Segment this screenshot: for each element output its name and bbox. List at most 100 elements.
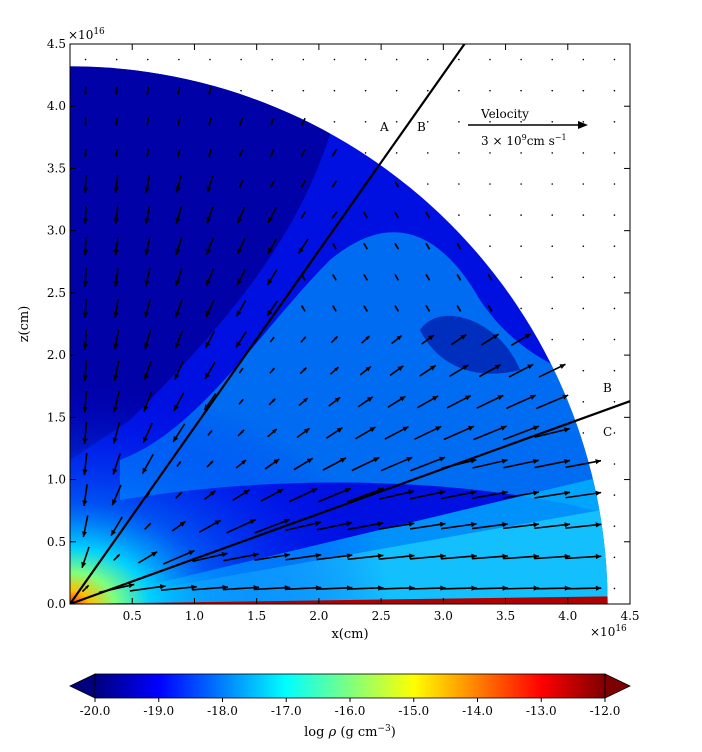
- velocity-arrow-head: [315, 520, 321, 526]
- velocity-arrow-head: [81, 531, 88, 538]
- velocity-arrow-head: [564, 490, 571, 496]
- y-tick-label: 2.5: [47, 286, 66, 300]
- velocity-arrow-head: [471, 521, 477, 528]
- velocity-arrow-head: [500, 425, 507, 431]
- velocity-arrow: [285, 586, 322, 591]
- velocity-arrow-head: [332, 243, 336, 247]
- velocity-dot: [426, 89, 429, 92]
- x-tick-label: 2.5: [372, 609, 391, 623]
- velocity-arrow: [254, 518, 291, 534]
- velocity-arrow-head: [177, 153, 180, 157]
- velocity-arrow: [191, 586, 229, 591]
- velocity-dot: [551, 276, 554, 279]
- velocity-dot: [551, 89, 554, 92]
- velocity-dot: [613, 494, 616, 496]
- velocity-arrow-head: [460, 334, 467, 340]
- velocity-arrow-head: [113, 374, 119, 381]
- density-upper-dark: [70, 66, 350, 460]
- velocity-arrow-head: [346, 521, 353, 527]
- velocity-arrow-head: [177, 122, 181, 126]
- velocity-arrow-head: [439, 456, 446, 462]
- velocity-arrow-head: [253, 552, 259, 558]
- velocity-dot: [489, 120, 491, 123]
- velocity-arrow-head: [113, 343, 119, 350]
- velocity-dot: [489, 183, 491, 185]
- colorbar-tick-label: -15.0: [398, 704, 429, 718]
- velocity-arrow-head: [277, 489, 284, 494]
- velocity-arrow-head: [267, 278, 273, 285]
- velocity-dot: [613, 58, 616, 61]
- velocity-arrow-head: [174, 404, 179, 411]
- velocity-dot: [520, 245, 522, 248]
- velocity-dot: [551, 245, 554, 248]
- y-tick-label: 3.0: [47, 224, 66, 238]
- velocity-dot: [426, 58, 429, 61]
- velocity-arrow: [409, 490, 446, 500]
- colorbar-tick-label: -20.0: [80, 704, 111, 718]
- density-core: [70, 380, 390, 604]
- velocity-arrow-head: [502, 553, 508, 559]
- velocity-arrow-head: [84, 122, 87, 126]
- velocity-arrow: [347, 586, 384, 590]
- velocity-arrow-head: [144, 280, 150, 287]
- velocity-arrow: [472, 459, 508, 469]
- velocity-arrow: [347, 522, 384, 531]
- velocity-arrow-head: [301, 184, 305, 188]
- y-tick-label: 1.0: [47, 473, 66, 487]
- velocity-arrow-head: [147, 523, 151, 527]
- velocity-arrow-head: [301, 305, 304, 309]
- velocity-dot: [458, 152, 460, 154]
- velocity-dot: [84, 58, 87, 61]
- velocity-arrow-head: [394, 243, 398, 247]
- velocity-arrow-head: [439, 521, 446, 527]
- velocity-arrow-head: [205, 341, 211, 348]
- velocity-arrow-head: [529, 395, 536, 400]
- colorbar-tick-label: -18.0: [207, 704, 238, 718]
- velocity-arrow-head: [497, 395, 504, 401]
- velocity-arrow-head: [470, 458, 477, 464]
- velocity-arrow: [471, 555, 509, 560]
- velocity-dot: [489, 89, 491, 92]
- velocity-dot: [582, 276, 585, 279]
- velocity-arrow-head: [332, 305, 336, 309]
- velocity-arrow-head: [144, 218, 150, 224]
- velocity-arrow-head: [144, 186, 150, 193]
- velocity-arrow-head: [298, 247, 304, 254]
- velocity-dot: [582, 183, 585, 185]
- velocity-arrow-head: [175, 217, 181, 224]
- velocity-arrow-head: [363, 305, 367, 309]
- velocity-arrow: [378, 522, 415, 530]
- velocity-arrow-head: [332, 153, 336, 157]
- colorbar-tick-label: -19.0: [143, 704, 174, 718]
- velocity-arrow-head: [206, 248, 212, 255]
- velocity-arrow-head: [113, 280, 119, 287]
- velocity-arrow-head: [377, 553, 384, 559]
- velocity-arrow-head: [365, 335, 370, 340]
- velocity-dot: [582, 338, 585, 341]
- velocity-arrow: [254, 553, 291, 561]
- velocity-arrow-head: [237, 217, 243, 224]
- velocity-arrow-head: [271, 368, 275, 371]
- velocity-dot: [395, 120, 398, 123]
- velocity-arrow: [473, 425, 507, 441]
- velocity-arrow-head: [112, 437, 118, 444]
- velocity-dot: [364, 120, 367, 123]
- x-tick-label: 1.0: [185, 609, 204, 623]
- velocity-dot: [489, 58, 491, 61]
- velocity-arrows: [81, 58, 616, 594]
- velocity-arrow-head: [457, 243, 460, 247]
- colorbar-tick-label: -17.0: [271, 704, 302, 718]
- velocity-dot: [613, 556, 616, 559]
- velocity-dot: [520, 89, 522, 92]
- velocity-arrow-head: [440, 553, 446, 559]
- x-tick-label: 2.0: [309, 609, 328, 623]
- velocity-dot: [520, 214, 522, 216]
- velocity-dot: [613, 276, 616, 279]
- velocity-arrow-head: [159, 584, 166, 590]
- velocity-arrow: [410, 456, 446, 472]
- velocity-arrow: [378, 490, 415, 500]
- velocity-arrow-head: [394, 212, 398, 215]
- y-tick-label: 1.5: [47, 410, 66, 424]
- velocity-arrow: [346, 487, 385, 503]
- velocity-arrow: [441, 490, 477, 500]
